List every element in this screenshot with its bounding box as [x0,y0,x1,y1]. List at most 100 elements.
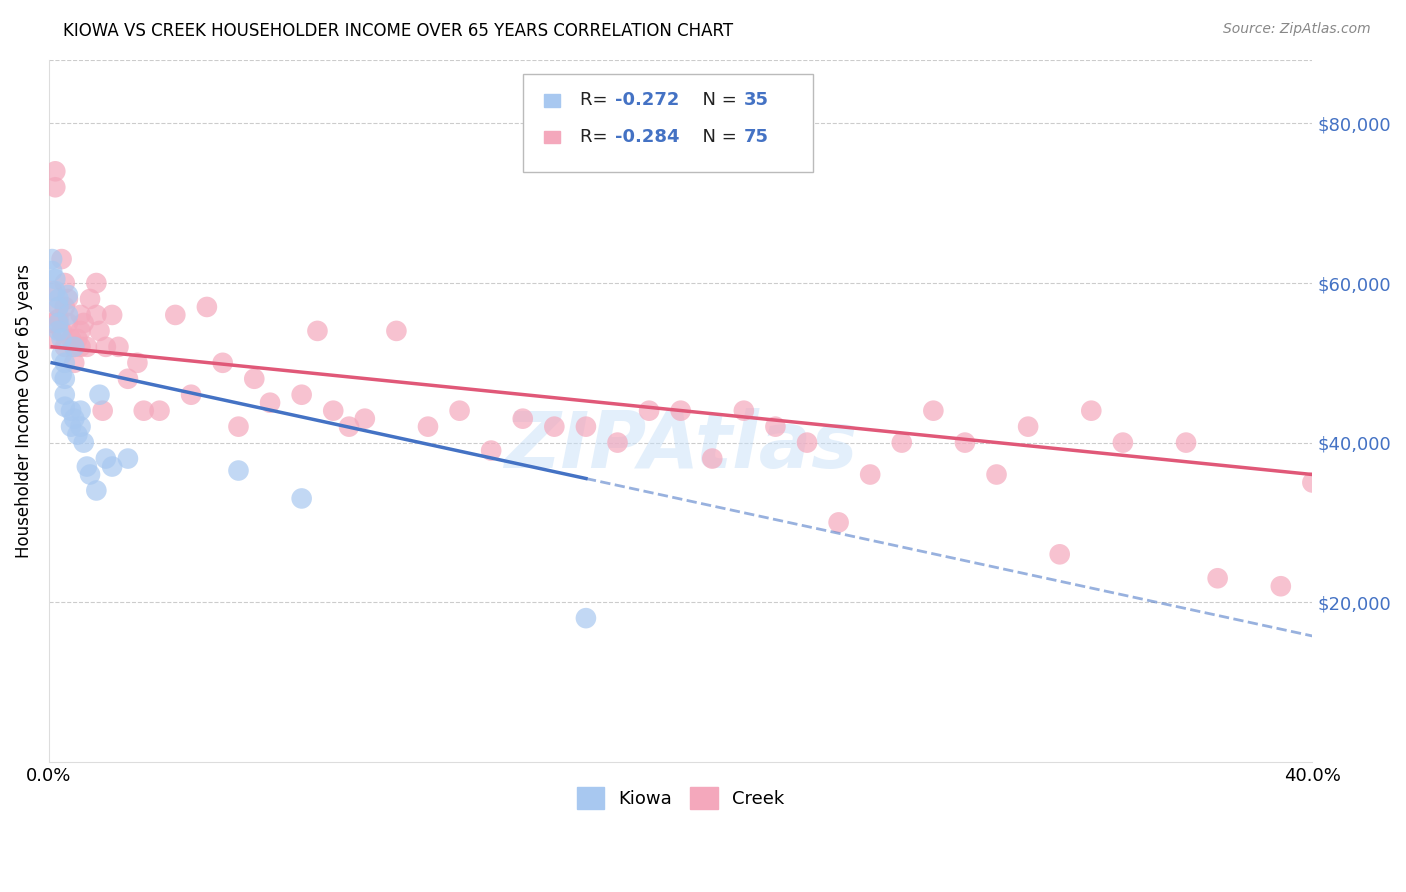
Point [107,340,129,354]
Point [1112,435,1135,450]
Point [1080,403,1102,417]
Point [416,419,439,434]
Point [79,292,101,306]
Point [56,288,79,302]
Point [1017,419,1039,434]
Point [1175,435,1198,450]
Point [1049,547,1071,561]
Point [479,443,502,458]
Y-axis label: Householder Income Over 65 years: Householder Income Over 65 years [15,264,32,558]
Point [51,368,73,382]
Point [385,324,408,338]
Point [56,292,79,306]
Bar [544,94,560,107]
Point [148,403,170,417]
Text: ZIPAtlas: ZIPAtlas [503,408,858,483]
Point [291,388,314,402]
Point [702,451,724,466]
Point [53,356,76,370]
Point [41,264,63,278]
Point [53,372,76,386]
Text: R=: R= [579,91,613,110]
Point [56,316,79,330]
Point [1270,579,1292,593]
Text: Source: ZipAtlas.com: Source: ZipAtlas.com [1223,22,1371,37]
Point [66,427,89,442]
Point [48,312,70,326]
Point [132,403,155,417]
Point [1301,475,1323,490]
Point [165,308,187,322]
Point [117,372,139,386]
Point [243,372,266,386]
Legend: Kiowa, Creek: Kiowa, Creek [569,780,792,816]
Point [922,403,945,417]
Point [353,411,375,425]
Point [575,611,598,625]
Text: N =: N = [690,128,742,145]
Text: N =: N = [690,91,742,110]
Point [101,308,124,322]
Text: KIOWA VS CREEK HOUSEHOLDER INCOME OVER 65 YEARS CORRELATION CHART: KIOWA VS CREEK HOUSEHOLDER INCOME OVER 6… [63,22,734,40]
Point [669,403,692,417]
Point [69,419,91,434]
Point [76,459,98,474]
Point [63,356,86,370]
Point [63,340,86,354]
Point [41,284,63,298]
Point [51,348,73,362]
Point [48,324,70,338]
Point [733,403,755,417]
Text: -0.272: -0.272 [614,91,679,110]
Point [606,435,628,450]
Point [127,356,149,370]
Point [1206,571,1229,585]
FancyBboxPatch shape [523,74,813,172]
Point [69,308,91,322]
Point [890,435,912,450]
Point [86,483,108,498]
Point [91,403,114,417]
Point [60,403,83,417]
Point [86,276,108,290]
Point [53,340,76,354]
Point [259,395,281,409]
Text: -0.284: -0.284 [614,128,679,145]
Bar [544,130,560,143]
Point [63,340,86,354]
Point [638,403,661,417]
Point [953,435,976,450]
Point [53,400,76,414]
Point [53,300,76,314]
Point [63,411,86,425]
Point [89,388,111,402]
Point [211,356,233,370]
Point [69,340,91,354]
Point [69,324,91,338]
Point [76,340,98,354]
Point [827,516,849,530]
Point [86,308,108,322]
Point [51,252,73,266]
Point [48,316,70,330]
Point [69,403,91,417]
Point [228,419,250,434]
Point [73,435,96,450]
Point [449,403,471,417]
Point [73,316,96,330]
Text: 35: 35 [744,91,769,110]
Point [180,388,202,402]
Point [765,419,787,434]
Text: 75: 75 [744,128,769,145]
Point [543,419,565,434]
Point [60,419,83,434]
Point [53,388,76,402]
Point [41,332,63,346]
Point [44,284,66,298]
Point [66,332,89,346]
Point [41,316,63,330]
Point [89,324,111,338]
Point [307,324,329,338]
Point [117,451,139,466]
Point [44,180,66,194]
